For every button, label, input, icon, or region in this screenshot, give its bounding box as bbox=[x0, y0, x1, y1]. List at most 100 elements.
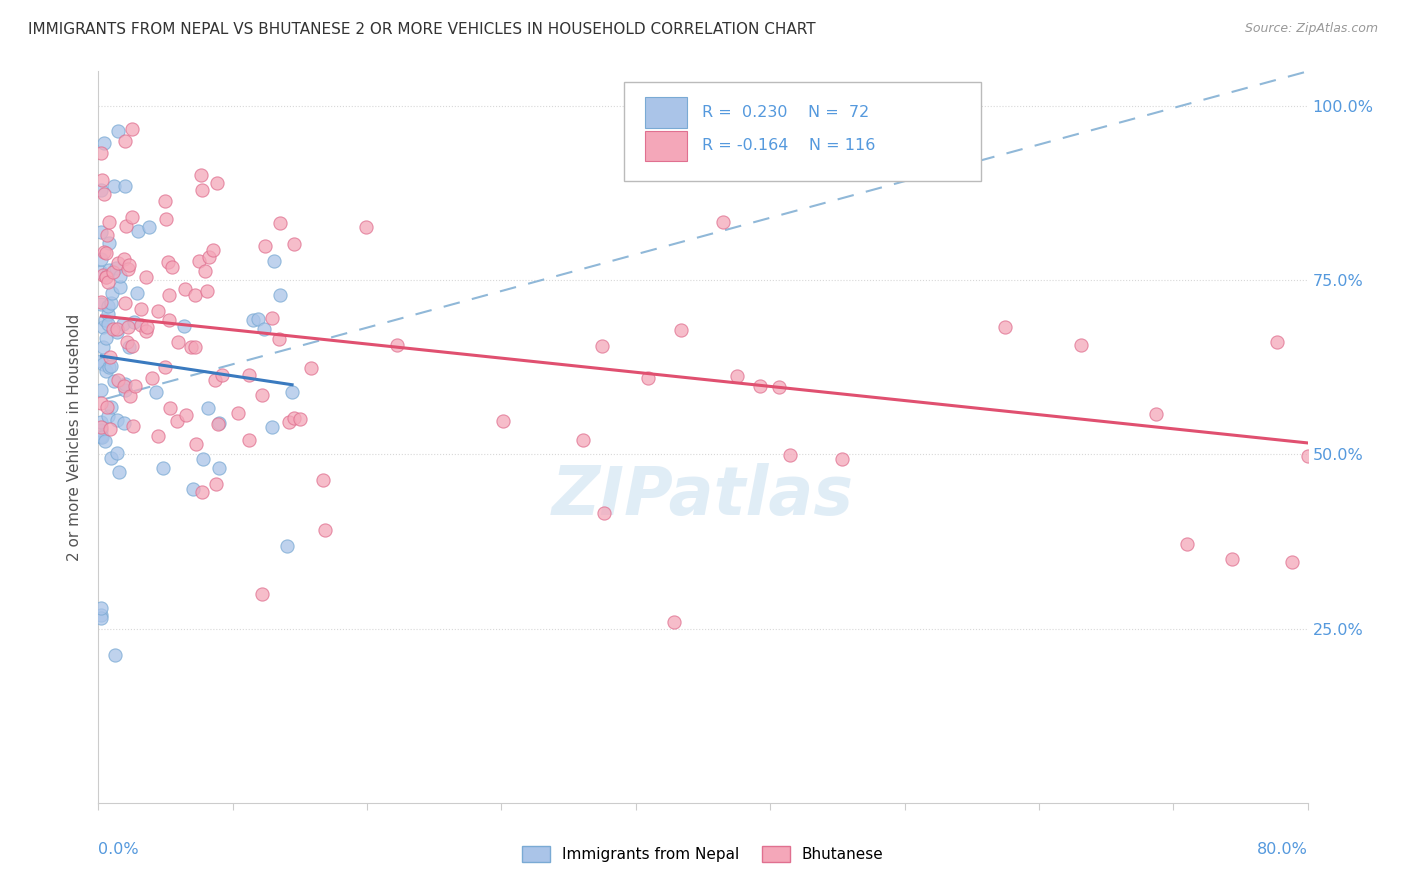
Point bbox=[183, 340, 205, 354]
Point bbox=[91, 430, 114, 444]
Point bbox=[207, 461, 229, 475]
Point bbox=[101, 321, 124, 335]
Point bbox=[190, 168, 212, 182]
Point bbox=[97, 215, 120, 229]
Point bbox=[314, 523, 336, 537]
Point bbox=[269, 288, 291, 302]
Point bbox=[98, 422, 121, 436]
Point bbox=[242, 313, 264, 327]
Point bbox=[208, 416, 231, 430]
Point bbox=[572, 433, 595, 447]
Point bbox=[105, 260, 128, 275]
Point bbox=[121, 210, 143, 224]
Point bbox=[96, 246, 118, 260]
Point bbox=[110, 269, 132, 284]
Point bbox=[108, 280, 131, 294]
Text: R =  0.230    N =  72: R = 0.230 N = 72 bbox=[702, 105, 869, 120]
Point bbox=[155, 360, 177, 375]
Point bbox=[100, 296, 122, 310]
Point bbox=[153, 194, 176, 208]
Point bbox=[167, 334, 190, 349]
Point bbox=[112, 378, 135, 392]
Point bbox=[148, 429, 170, 443]
Point bbox=[238, 368, 260, 383]
Point bbox=[90, 611, 112, 625]
Point bbox=[121, 339, 143, 353]
Point bbox=[90, 430, 112, 444]
Point bbox=[112, 252, 135, 266]
Point bbox=[183, 287, 205, 301]
Point bbox=[145, 385, 167, 400]
Point bbox=[105, 322, 128, 336]
Point bbox=[156, 255, 179, 269]
Point bbox=[238, 433, 260, 447]
Point bbox=[184, 436, 207, 450]
Point bbox=[204, 373, 226, 387]
Point bbox=[91, 340, 114, 354]
Point bbox=[267, 332, 290, 346]
Point bbox=[114, 295, 136, 310]
Point bbox=[90, 415, 112, 429]
Bar bbox=[645, 97, 688, 128]
Point bbox=[97, 299, 120, 313]
Point bbox=[768, 380, 790, 394]
Point bbox=[114, 383, 136, 397]
Point bbox=[1327, 405, 1350, 419]
Point bbox=[260, 420, 283, 434]
Point bbox=[188, 254, 211, 268]
Legend: Immigrants from Nepal, Bhutanese: Immigrants from Nepal, Bhutanese bbox=[516, 840, 890, 868]
Point bbox=[157, 288, 180, 302]
Point bbox=[90, 420, 112, 434]
Point bbox=[129, 302, 152, 317]
Point bbox=[90, 252, 112, 267]
Point bbox=[197, 401, 219, 416]
Point bbox=[226, 406, 249, 420]
Point bbox=[129, 318, 152, 332]
Point bbox=[152, 461, 174, 475]
Point bbox=[120, 389, 142, 403]
Point bbox=[90, 295, 112, 310]
Point bbox=[1267, 334, 1289, 349]
Text: R = -0.164    N = 116: R = -0.164 N = 116 bbox=[702, 138, 875, 153]
Point bbox=[283, 236, 305, 251]
Point bbox=[749, 379, 772, 393]
Point bbox=[112, 416, 135, 430]
Point bbox=[117, 340, 139, 354]
Point bbox=[637, 371, 659, 385]
Point bbox=[1281, 555, 1303, 569]
Point bbox=[174, 408, 197, 422]
Point bbox=[246, 312, 269, 326]
Point bbox=[104, 648, 127, 662]
Point bbox=[114, 376, 136, 391]
Point bbox=[1327, 332, 1350, 346]
Point bbox=[250, 587, 273, 601]
Point bbox=[180, 340, 202, 354]
Point bbox=[90, 183, 112, 197]
Point bbox=[253, 239, 276, 253]
Point bbox=[198, 250, 221, 264]
Point bbox=[107, 374, 129, 388]
Point bbox=[94, 434, 117, 448]
Point bbox=[299, 361, 322, 376]
Point bbox=[253, 322, 276, 336]
Point bbox=[127, 285, 149, 300]
Point bbox=[122, 419, 145, 434]
Point bbox=[124, 379, 146, 393]
Point bbox=[269, 216, 291, 230]
Point bbox=[278, 415, 301, 429]
Point bbox=[492, 414, 515, 428]
Point bbox=[157, 313, 180, 327]
Point bbox=[281, 385, 304, 400]
Point bbox=[779, 448, 801, 462]
Point bbox=[592, 507, 614, 521]
Point bbox=[191, 183, 214, 197]
Point bbox=[166, 414, 188, 428]
Point bbox=[385, 337, 408, 351]
Point bbox=[105, 445, 128, 459]
Point bbox=[195, 284, 218, 298]
Text: 0.0%: 0.0% bbox=[98, 842, 139, 856]
Point bbox=[148, 303, 170, 318]
Point bbox=[190, 484, 212, 499]
Point bbox=[93, 313, 115, 327]
Point bbox=[97, 409, 120, 424]
